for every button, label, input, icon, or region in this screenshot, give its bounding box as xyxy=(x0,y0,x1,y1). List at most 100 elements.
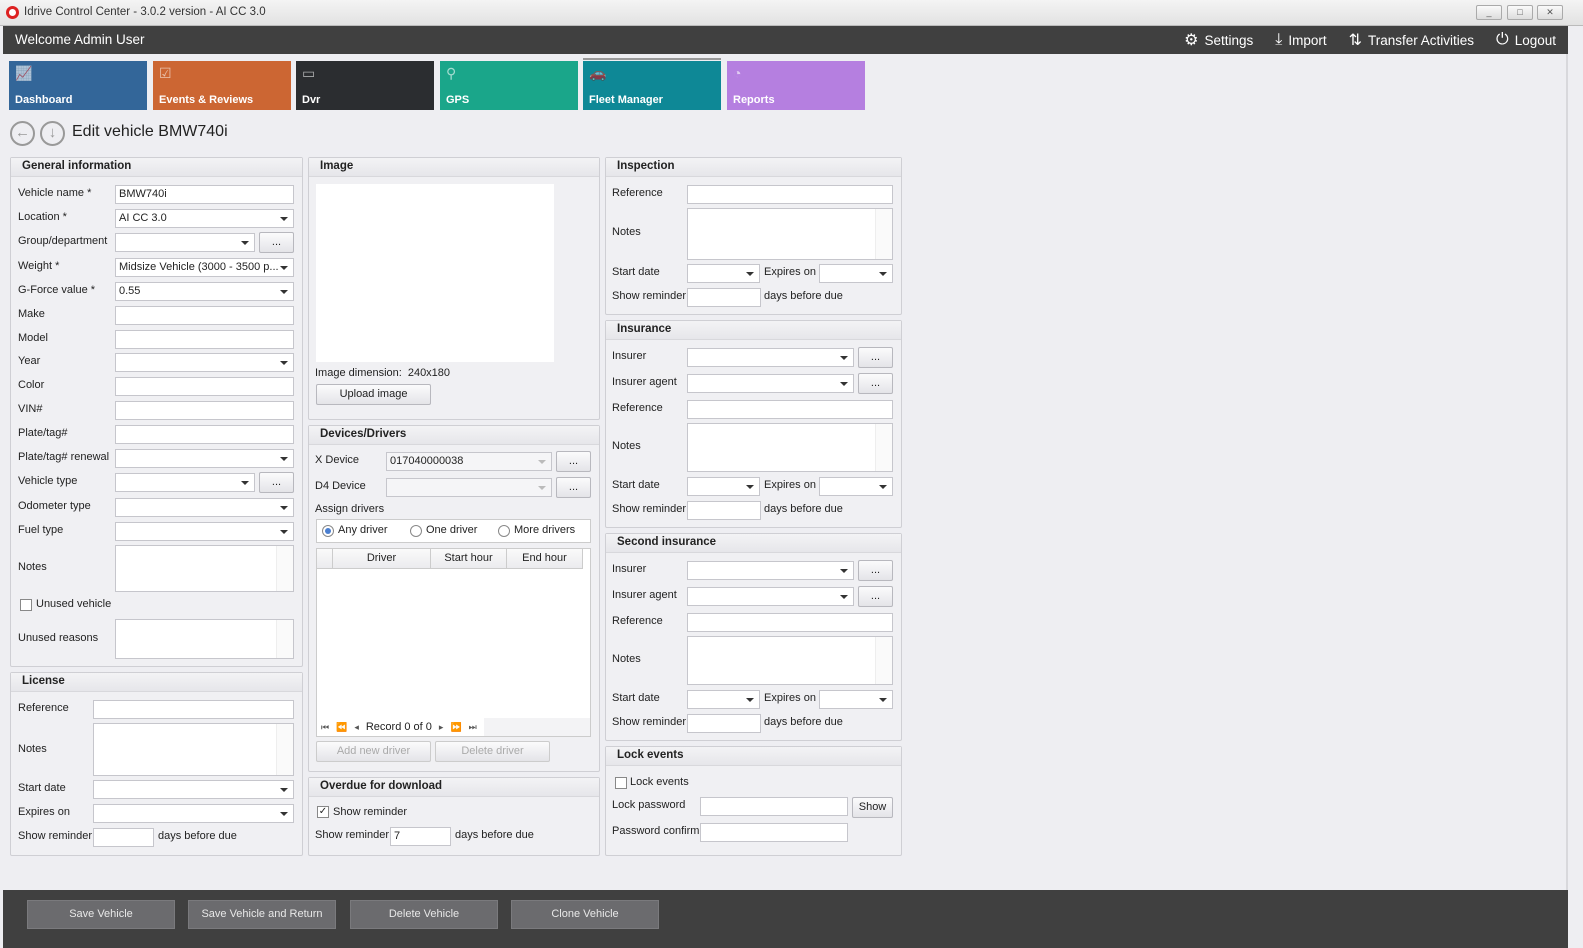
column-end-hour[interactable]: End hour xyxy=(507,549,583,569)
second-insurance-notes-textarea[interactable] xyxy=(687,636,893,685)
unused-vehicle-checkbox[interactable] xyxy=(20,599,32,611)
x-device-select[interactable]: 017040000038 xyxy=(386,452,552,471)
prev-record-icon[interactable]: ◂ xyxy=(354,721,359,732)
insurer-more-button[interactable]: ... xyxy=(858,347,893,368)
license-start-select[interactable] xyxy=(93,780,294,799)
grid-indicator-column xyxy=(317,549,333,569)
inspection-expires-select[interactable] xyxy=(819,264,893,283)
second-insurer-agent-select[interactable] xyxy=(687,587,854,606)
delete-vehicle-button[interactable]: Delete Vehicle xyxy=(350,900,498,929)
gforce-select[interactable]: 0.55 xyxy=(115,282,294,301)
overdue-reminder-input[interactable]: 7 xyxy=(390,827,451,846)
first-record-icon[interactable]: ⏮ xyxy=(321,721,330,732)
minimize-button[interactable]: _ xyxy=(1476,5,1502,20)
settings-link[interactable]: ⚙ Settings xyxy=(1184,30,1253,50)
overdue-reminder-label: Show reminder xyxy=(315,829,389,841)
grid-horizontal-scrollbar[interactable] xyxy=(483,718,590,736)
color-input[interactable] xyxy=(115,377,294,396)
second-insurance-expires-select[interactable] xyxy=(819,690,893,709)
radio-more-drivers[interactable] xyxy=(498,525,510,537)
vehicle-type-more-button[interactable]: ... xyxy=(259,472,294,493)
inspection-reference-input[interactable] xyxy=(687,185,893,204)
group-select[interactable] xyxy=(115,233,255,252)
plate-input[interactable] xyxy=(115,425,294,444)
model-input[interactable] xyxy=(115,330,294,349)
lock-password-input[interactable] xyxy=(700,797,848,816)
weight-select[interactable]: Midsize Vehicle (3000 - 3500 p... xyxy=(115,258,294,277)
tile-reports[interactable]: ◔ Reports xyxy=(727,61,865,110)
inspection-start-select[interactable] xyxy=(687,264,760,283)
import-link[interactable]: ⤓ Import xyxy=(1275,31,1326,49)
maximize-button[interactable]: □ xyxy=(1507,5,1533,20)
tile-gps[interactable]: ⚲ GPS xyxy=(440,61,578,110)
second-insurer-agent-more-button[interactable]: ... xyxy=(858,586,893,607)
make-input[interactable] xyxy=(115,306,294,325)
show-password-button[interactable]: Show xyxy=(852,797,893,818)
clone-vehicle-button[interactable]: Clone Vehicle xyxy=(511,900,659,929)
insurer-agent-select[interactable] xyxy=(687,374,854,393)
x-device-more-button[interactable]: ... xyxy=(556,451,591,472)
insurance-expires-select[interactable] xyxy=(819,477,893,496)
insurance-notes-textarea[interactable] xyxy=(687,423,893,472)
insurer-select[interactable] xyxy=(687,348,854,367)
odometer-select[interactable] xyxy=(115,498,294,517)
down-button[interactable]: ↓ xyxy=(40,121,65,146)
prev-page-icon[interactable]: ⏪ xyxy=(336,721,348,732)
model-label: Model xyxy=(18,332,48,344)
upload-image-button[interactable]: Upload image xyxy=(316,384,431,405)
license-notes-textarea[interactable] xyxy=(93,723,294,776)
tile-dvr[interactable]: ▭ Dvr xyxy=(296,61,434,110)
inspection-expires-label: Expires on xyxy=(764,266,816,278)
plate-renewal-select[interactable] xyxy=(115,449,294,468)
insurer-agent-more-button[interactable]: ... xyxy=(858,373,893,394)
vehicle-name-input[interactable]: BMW740i xyxy=(115,185,294,204)
next-record-icon[interactable]: ▸ xyxy=(438,721,444,732)
image-dimension-value: 240x180 xyxy=(407,367,451,379)
tile-events-reviews[interactable]: ☑ Events & Reviews xyxy=(153,61,291,110)
license-expires-select[interactable] xyxy=(93,804,294,823)
column-driver[interactable]: Driver xyxy=(333,549,431,569)
license-reminder-input[interactable] xyxy=(93,828,154,847)
insurance-reminder-input[interactable] xyxy=(687,501,761,520)
unused-reasons-textarea[interactable] xyxy=(115,619,294,659)
d4-device-more-button[interactable]: ... xyxy=(556,477,591,498)
radio-one-driver[interactable] xyxy=(410,525,422,537)
password-confirm-label: Password confirm xyxy=(612,825,700,837)
radio-any-driver[interactable] xyxy=(322,525,334,537)
window-title: Idrive Control Center - 3.0.2 version - … xyxy=(24,6,266,18)
fuel-select[interactable] xyxy=(115,522,294,541)
close-button[interactable]: ✕ xyxy=(1537,5,1563,20)
password-confirm-input[interactable] xyxy=(700,823,848,842)
d4-device-select[interactable] xyxy=(386,478,552,497)
notes-textarea[interactable] xyxy=(115,545,294,592)
second-insurer-more-button[interactable]: ... xyxy=(858,560,893,581)
second-insurance-reminder-input[interactable] xyxy=(687,714,761,733)
next-page-icon[interactable]: ⏩ xyxy=(450,721,462,732)
license-reference-input[interactable] xyxy=(93,700,294,719)
group-more-button[interactable]: ... xyxy=(259,232,294,253)
save-vehicle-button[interactable]: Save Vehicle xyxy=(27,900,175,929)
insurance-reference-input[interactable] xyxy=(687,400,893,419)
second-insurance-reference-input[interactable] xyxy=(687,613,893,632)
location-select[interactable]: AI CC 3.0 xyxy=(115,209,294,228)
insurance-start-select[interactable] xyxy=(687,477,760,496)
tile-fleet-manager[interactable]: 🚗 Fleet Manager xyxy=(583,61,721,110)
back-button[interactable]: ← xyxy=(10,121,35,146)
add-new-driver-button[interactable]: Add new driver xyxy=(316,741,431,762)
lock-events-checkbox[interactable] xyxy=(615,777,627,789)
year-select[interactable] xyxy=(115,353,294,372)
second-insurance-start-select[interactable] xyxy=(687,690,760,709)
tile-dashboard[interactable]: 📈 Dashboard xyxy=(9,61,147,110)
transfer-activities-link[interactable]: ⇅ Transfer Activities xyxy=(1349,30,1474,50)
inspection-reminder-input[interactable] xyxy=(687,288,761,307)
delete-driver-button[interactable]: Delete driver xyxy=(435,741,550,762)
last-record-icon[interactable]: ⏭ xyxy=(468,721,477,732)
inspection-notes-textarea[interactable] xyxy=(687,208,893,260)
overdue-show-reminder-checkbox[interactable]: ✓ xyxy=(317,806,329,818)
vin-input[interactable] xyxy=(115,401,294,420)
column-start-hour[interactable]: Start hour xyxy=(431,549,507,569)
logout-link[interactable]: ⏻ Logout xyxy=(1496,31,1556,49)
vehicle-type-select[interactable] xyxy=(115,473,255,492)
save-vehicle-return-button[interactable]: Save Vehicle and Return xyxy=(188,900,336,929)
second-insurer-select[interactable] xyxy=(687,561,854,580)
